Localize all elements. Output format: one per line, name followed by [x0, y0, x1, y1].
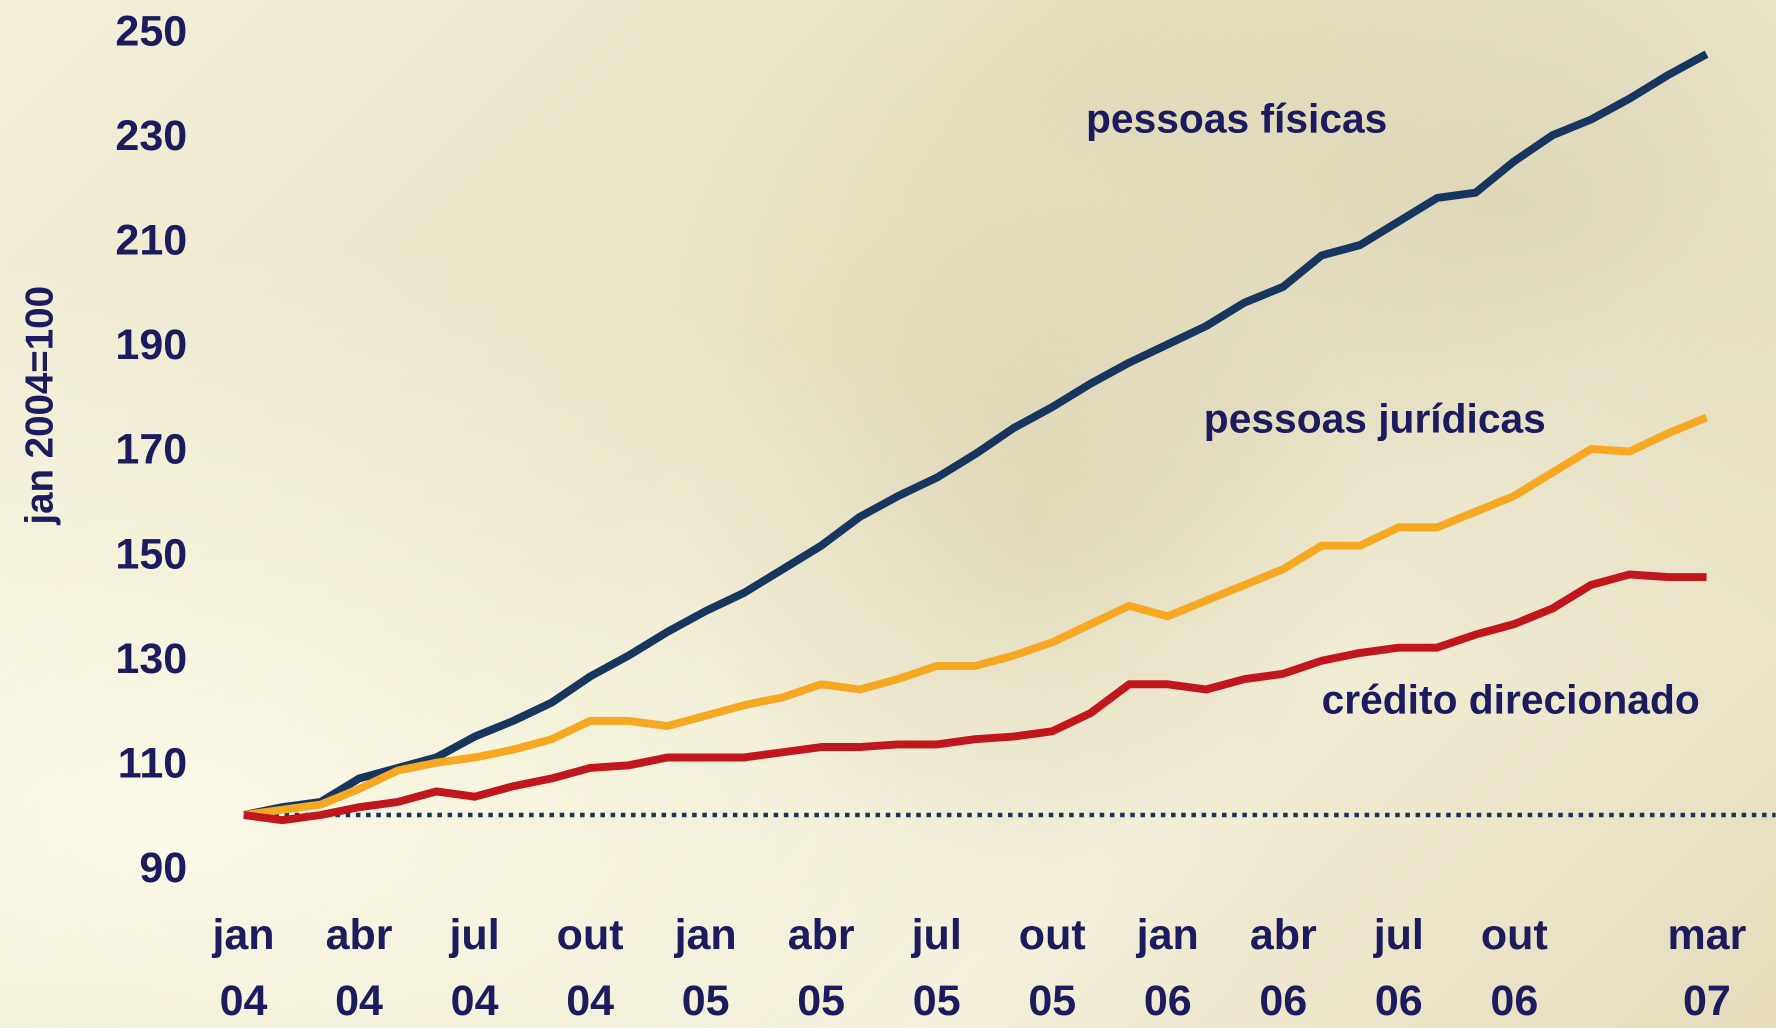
x-tick-label: jan 05 [661, 902, 751, 1028]
series-line [244, 418, 1707, 815]
x-tick-label: abr 05 [776, 902, 866, 1028]
series-label: pessoas jurídicas [1204, 395, 1546, 441]
x-tick-label: out 05 [1007, 902, 1097, 1028]
x-tick-label: jan 06 [1123, 902, 1213, 1028]
y-axis-label: jan 2004=100 [18, 286, 61, 526]
x-tick-label: jul 04 [430, 902, 520, 1028]
y-tick-label: 250 [115, 7, 187, 55]
y-tick-label: 110 [118, 739, 187, 787]
series-label: pessoas físicas [1086, 95, 1387, 141]
y-tick-label: 210 [115, 216, 187, 264]
chart-canvas: jan 2004=100 90 110 130 150 170 190 210 230 250 p… [0, 0, 1776, 1028]
x-tick-label: abr 06 [1238, 902, 1328, 1028]
y-tick-label: 230 [115, 112, 187, 160]
y-tick-label: 170 [115, 426, 187, 474]
series-label: crédito direcionado [1322, 676, 1700, 722]
x-tick-label: jul 05 [892, 902, 982, 1028]
y-tick-label: 130 [115, 635, 187, 683]
y-tick-label: 190 [115, 321, 187, 369]
x-tick-label: abr 04 [314, 902, 404, 1028]
x-tick-label: out 06 [1469, 902, 1559, 1028]
x-tick-label: out 04 [545, 902, 635, 1028]
chart: jan 2004=100 90 110 130 150 170 190 210 230 250 p… [0, 0, 1776, 1028]
y-tick-label: 150 [115, 530, 187, 578]
x-tick-label: mar 07 [1662, 902, 1752, 1028]
x-tick-label: jan 04 [199, 902, 289, 1028]
y-tick-label: 90 [139, 844, 187, 892]
x-tick-label: jul 06 [1354, 902, 1444, 1028]
